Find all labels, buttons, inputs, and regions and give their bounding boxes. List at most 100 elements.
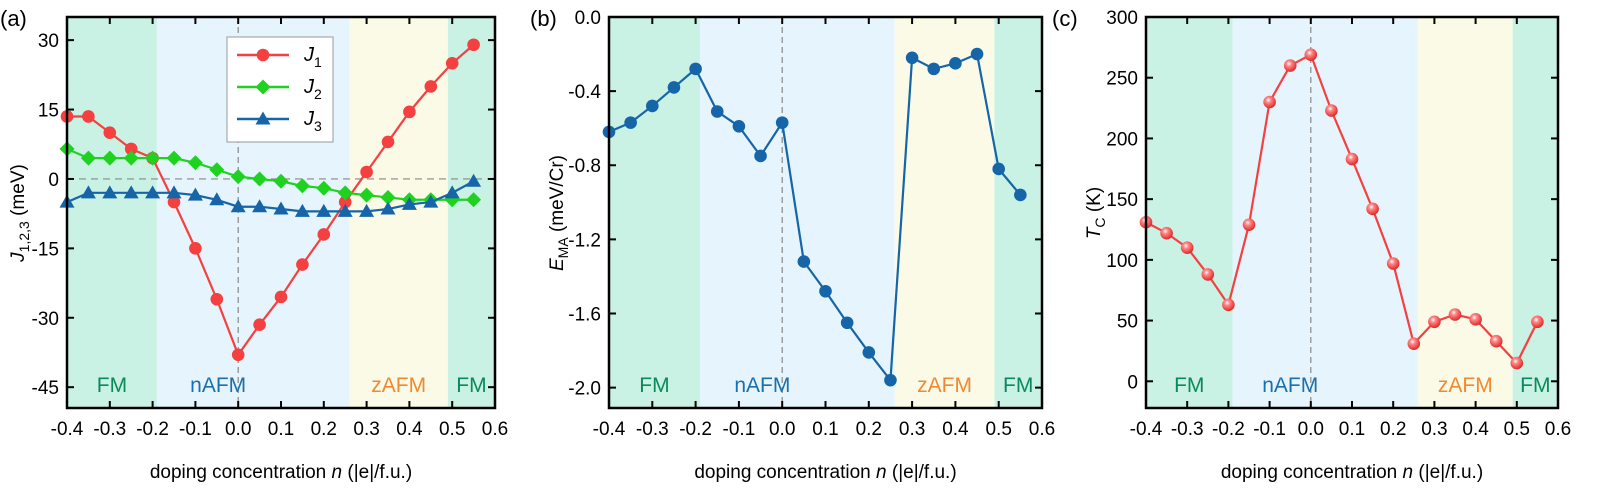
- x-tick-label: 0.4: [942, 419, 969, 440]
- x-tick-label: 0.3: [899, 419, 925, 440]
- x-tick-label: 0.6: [482, 419, 508, 440]
- x-tick-label: 0.4: [396, 419, 423, 440]
- legend-label-j2: J2: [303, 76, 322, 102]
- x-axis-title-unit: (|e|/f.u.): [1413, 462, 1483, 483]
- x-axis-title: doping concentration n (|e|/f.u.): [1221, 462, 1483, 483]
- data-point-circle: [624, 116, 637, 129]
- data-point-circle: [667, 81, 681, 94]
- data-point-triangle: [145, 185, 161, 199]
- data-point-circle: [317, 228, 331, 241]
- x-tick-label: 0.3: [353, 419, 379, 440]
- x-tick-label: 0.3: [1421, 419, 1447, 440]
- data-point-diamond: [252, 171, 268, 187]
- y-axis-title-subscript: C: [1092, 217, 1108, 227]
- data-point-triangle: [359, 203, 375, 217]
- data-point-circle: [445, 56, 459, 70]
- data-point-circle: [167, 195, 181, 209]
- y-tick-label: -0.4: [568, 82, 601, 103]
- x-tick-label: 0.5: [439, 419, 465, 440]
- phase-region-zafm: [1417, 17, 1513, 408]
- data-point-circle: [360, 165, 373, 179]
- data-point-circle: [689, 62, 702, 76]
- x-tick-label: 0.1: [812, 419, 838, 440]
- data-point-circle: [992, 162, 1005, 176]
- phase-label-zafm: zAFM: [371, 374, 426, 397]
- y-tick-label: -2.0: [568, 379, 601, 400]
- y-axis-title-symbol: T: [1084, 226, 1105, 239]
- data-point-triangle: [102, 185, 118, 199]
- x-tick-label: -0.4: [593, 419, 626, 440]
- data-point-circle: [949, 57, 962, 70]
- y-tick-label: 150: [1106, 190, 1138, 211]
- data-point-sphere: [1222, 298, 1235, 312]
- data-point-sphere: [1180, 241, 1194, 255]
- data-point-triangle: [166, 185, 182, 199]
- legend-label-j3: J3: [303, 108, 322, 134]
- data-point-circle: [905, 51, 919, 65]
- data-point-sphere: [1510, 356, 1524, 370]
- data-point-sphere: [1263, 95, 1276, 109]
- x-tick-label: -0.3: [93, 419, 126, 440]
- x-tick-label: -0.4: [51, 419, 84, 440]
- x-axis-title-variable: n: [1403, 462, 1414, 483]
- phase-label-zafm: zAFM: [917, 374, 972, 397]
- y-axis-title-symbol: E: [547, 258, 568, 271]
- phase-label-fm: FM: [1003, 374, 1033, 397]
- x-tick-label: -0.2: [136, 419, 169, 440]
- data-point-circle: [210, 292, 224, 306]
- x-tick-label: 0.2: [856, 419, 882, 440]
- data-point-circle: [797, 255, 811, 268]
- x-tick-label: -0.4: [1130, 419, 1163, 440]
- y-tick-label: 0: [1127, 372, 1138, 393]
- data-point-sphere: [1325, 104, 1338, 117]
- y-tick-label: -15: [32, 239, 59, 260]
- x-tick-label: 0.4: [1462, 419, 1489, 440]
- y-axis-title-subscript: MA: [555, 237, 571, 259]
- data-point-triangle: [252, 199, 268, 213]
- x-axis-title-prefix: doping concentration: [694, 462, 876, 483]
- y-tick-label: -45: [32, 378, 59, 399]
- data-point-circle: [732, 120, 746, 133]
- y-tick-label: -1.6: [568, 304, 601, 325]
- legend-marker-triangle: [255, 111, 271, 125]
- y-tick-label: -1.2: [568, 230, 601, 251]
- data-point-diamond: [294, 178, 310, 194]
- data-point-triangle: [380, 201, 396, 215]
- legend-label-j1: J1: [303, 44, 322, 70]
- data-point-diamond: [359, 187, 375, 203]
- x-tick-label: -0.3: [1171, 419, 1204, 440]
- data-point-circle: [103, 126, 117, 139]
- data-point-sphere: [1283, 59, 1297, 72]
- phase-region-fm: [67, 17, 157, 408]
- y-axis-title-subscript: 1,2,3: [16, 221, 32, 252]
- data-point-circle: [819, 284, 832, 298]
- x-tick-label: -0.1: [179, 419, 212, 440]
- data-point-triangle: [187, 187, 203, 201]
- data-point-triangle: [401, 196, 417, 210]
- data-point-sphere: [1469, 313, 1482, 326]
- data-point-sphere: [1489, 334, 1503, 348]
- panel-label: (b): [530, 6, 557, 31]
- y-tick-label: 300: [1106, 8, 1138, 29]
- phase-label-nafm: nAFM: [190, 374, 246, 397]
- data-point-sphere: [1386, 257, 1400, 270]
- data-point-circle: [338, 195, 352, 209]
- y-axis-title-unit: (meV): [8, 164, 29, 221]
- x-tick-label: -0.2: [1212, 419, 1245, 440]
- data-point-triangle: [209, 192, 225, 206]
- x-tick-label: 0.0: [1298, 419, 1324, 440]
- x-tick-label: 0.1: [268, 419, 294, 440]
- data-point-circle: [403, 105, 416, 119]
- legend-label-subscript: 2: [314, 86, 322, 102]
- y-tick-label: 200: [1106, 129, 1138, 150]
- legend-marker-diamond: [255, 79, 271, 95]
- data-point-sphere: [1407, 337, 1421, 350]
- x-axis-title-unit: (|e|/f.u.): [887, 462, 957, 483]
- phase-region-fm: [447, 17, 495, 408]
- y-tick-label: -0.8: [568, 156, 601, 177]
- y-tick-label: 30: [38, 31, 59, 52]
- data-point-sphere: [1531, 315, 1544, 329]
- x-axis-title-unit: (|e|/f.u.): [342, 462, 412, 483]
- x-tick-label: 0.2: [1380, 419, 1406, 440]
